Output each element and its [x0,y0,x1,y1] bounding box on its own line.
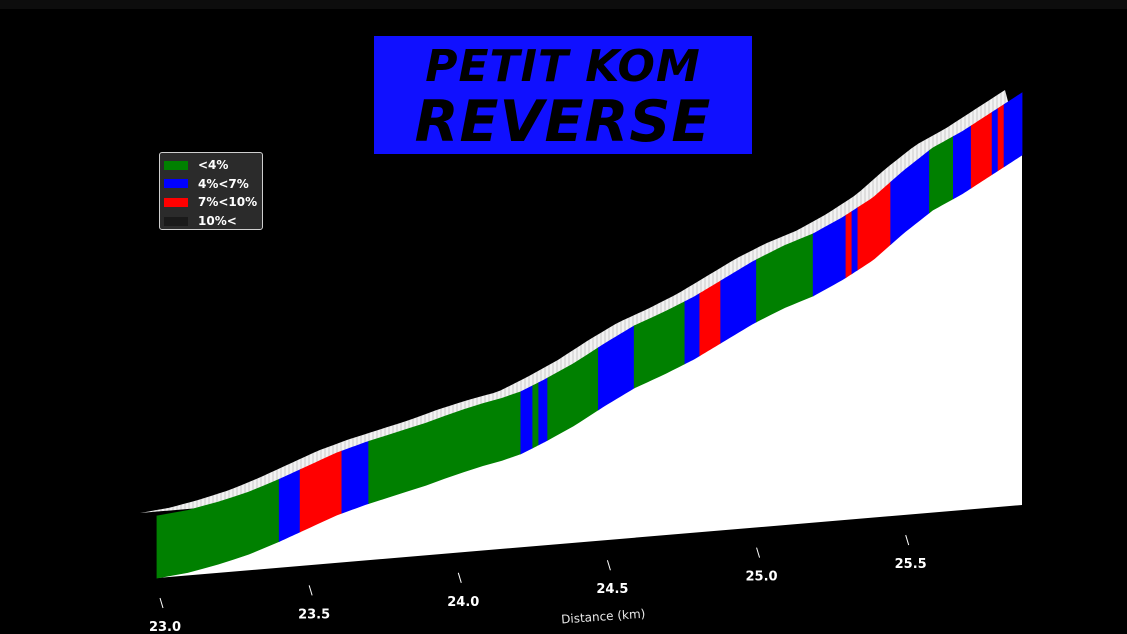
legend-label: 7%<10% [198,195,258,210]
grade-segment [341,440,370,514]
x-tick-mark [308,585,313,596]
x-tick-label: 23.0 [149,620,181,634]
x-tick-mark [905,534,910,546]
grade-segment [952,125,972,200]
legend-swatch-green [164,160,188,170]
legend-label: 4%<7% [198,176,249,191]
x-tick-mark [159,597,164,609]
legend-item: 4%<7% [164,175,262,194]
x-tick-mark [756,547,761,558]
title-banner: PETIT KOM REVERSE [374,36,752,154]
x-tick-label: 24.0 [447,595,479,610]
legend-swatch-red [164,197,188,207]
grade-segment [845,210,853,279]
x-tick-label: 23.5 [298,607,330,622]
legend-item: <4% [164,156,262,175]
top-bar [0,0,1127,9]
grade-ribbon [156,92,1023,579]
title-line-2: REVERSE [414,89,712,154]
grade-segment [1003,92,1023,168]
x-axis: 23.0 23.5 24.0 24.5 25.0 25.5 [149,534,927,634]
legend-swatch-blue [164,179,188,189]
x-tick-mark [606,560,611,571]
grade-segment [538,377,549,446]
x-tick-label: 25.0 [746,570,778,585]
grade-segment [278,469,301,542]
profile-face [157,155,1022,578]
grade-segment [851,206,859,275]
x-tick-label: 25.5 [895,557,927,572]
grade-segment [684,292,701,365]
x-tick-label: 24.5 [596,582,628,597]
grade-segment [532,382,540,449]
legend-item: 7%<10% [164,193,262,212]
title-line-1: PETIT KOM [425,41,701,92]
legend-swatch-dark [164,216,188,226]
legend-item: 10%< [164,212,262,231]
x-tick-mark [457,572,462,583]
grade-segment [970,111,993,189]
grade-segment [991,107,999,176]
profile-face-area [157,155,1022,578]
grade-segment [699,280,722,357]
legend-label: 10%< [198,214,237,229]
grade-segment [997,103,1005,172]
x-axis-label: Distance (km) [561,607,646,627]
legend: <4% 4%<7% 7%<10% 10%< [159,152,263,230]
grade-segment [520,385,534,455]
legend-label: <4% [198,158,229,173]
